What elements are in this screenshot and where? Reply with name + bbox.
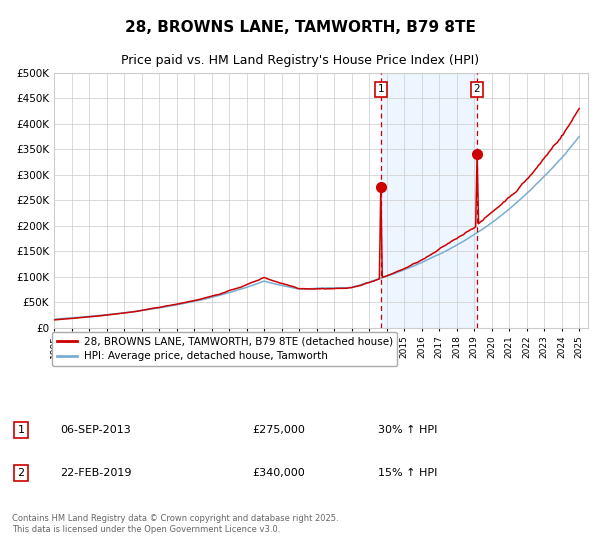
Text: £340,000: £340,000	[252, 468, 305, 478]
Legend: 28, BROWNS LANE, TAMWORTH, B79 8TE (detached house), HPI: Average price, detache: 28, BROWNS LANE, TAMWORTH, B79 8TE (deta…	[52, 332, 397, 366]
Text: 2: 2	[473, 85, 480, 95]
Text: 22-FEB-2019: 22-FEB-2019	[60, 468, 131, 478]
Text: 30% ↑ HPI: 30% ↑ HPI	[378, 425, 437, 435]
Text: 1: 1	[17, 425, 25, 435]
Text: 1: 1	[377, 85, 384, 95]
Text: 28, BROWNS LANE, TAMWORTH, B79 8TE: 28, BROWNS LANE, TAMWORTH, B79 8TE	[125, 20, 475, 35]
Text: Price paid vs. HM Land Registry's House Price Index (HPI): Price paid vs. HM Land Registry's House …	[121, 54, 479, 67]
Text: 15% ↑ HPI: 15% ↑ HPI	[378, 468, 437, 478]
Text: £275,000: £275,000	[252, 425, 305, 435]
Text: 2: 2	[17, 468, 25, 478]
Text: Contains HM Land Registry data © Crown copyright and database right 2025.
This d: Contains HM Land Registry data © Crown c…	[12, 514, 338, 534]
Text: 06-SEP-2013: 06-SEP-2013	[60, 425, 131, 435]
Bar	[381, 73, 477, 328]
